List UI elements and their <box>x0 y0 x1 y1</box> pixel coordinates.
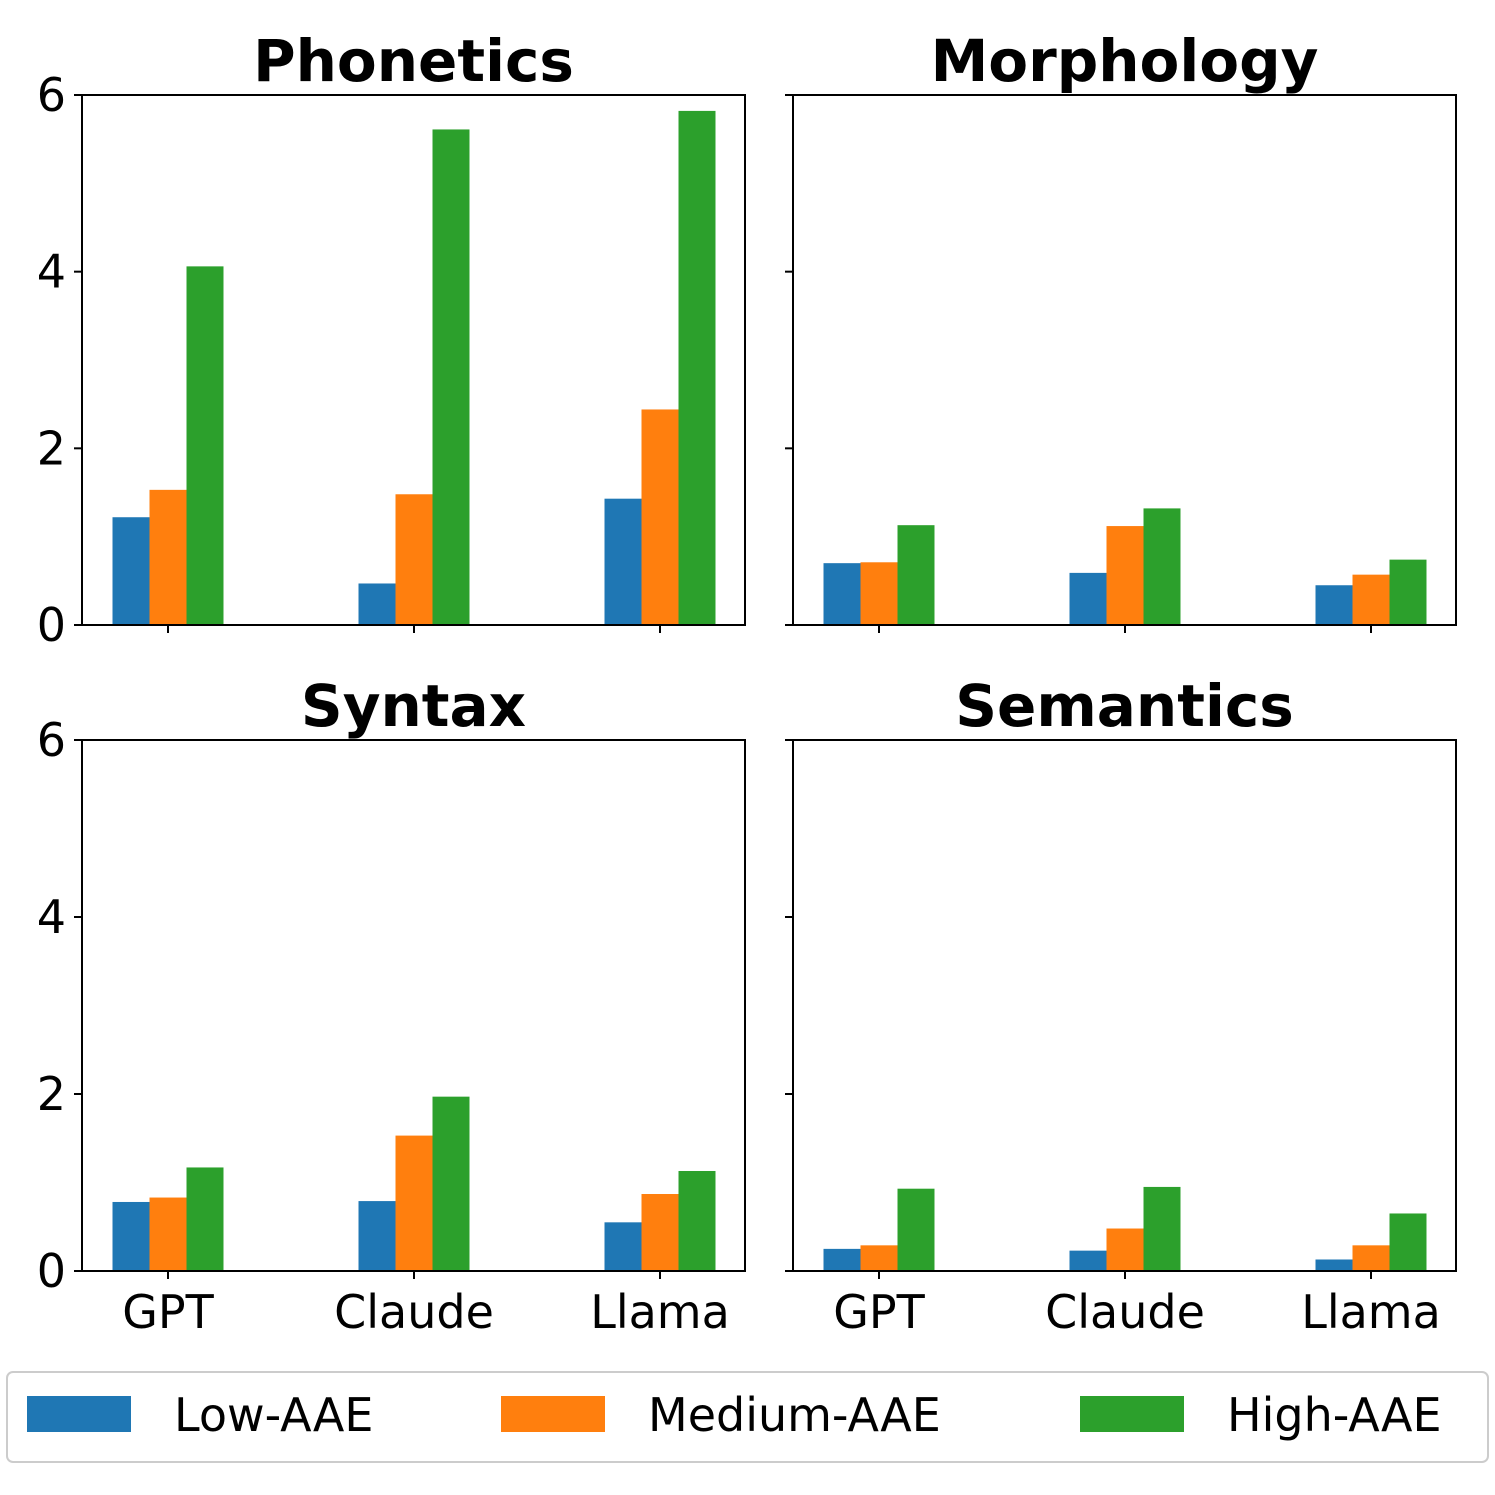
bar-phonetics-claude-high-aae <box>432 129 470 625</box>
bar-semantics-gpt-medium-aae <box>860 1245 898 1271</box>
x-tick-label-syntax-llama: Llama <box>590 1285 730 1339</box>
x-tick-label-syntax-claude: Claude <box>334 1285 494 1339</box>
bar-morphology-gpt-medium-aae <box>860 562 898 625</box>
bar-phonetics-llama-high-aae <box>678 110 716 625</box>
legend-label-high-aae: High-AAE <box>1227 1388 1442 1442</box>
y-tick-label-phonetics-6: 6 <box>37 68 66 122</box>
legend: Low-AAE Medium-AAE High-AAE <box>6 1371 1489 1463</box>
panel-phonetics: Phonetics 0 2 4 6 <box>37 27 746 652</box>
bar-semantics-claude-high-aae <box>1143 1186 1181 1271</box>
panel-title-phonetics: Phonetics <box>253 27 574 95</box>
bar-syntax-gpt-high-aae <box>186 1167 224 1271</box>
y-tick-label-syntax-0: 0 <box>37 1244 66 1298</box>
bar-morphology-claude-medium-aae <box>1106 526 1144 625</box>
bar-syntax-gpt-low-aae <box>112 1201 150 1271</box>
bar-semantics-llama-low-aae <box>1315 1259 1353 1271</box>
bar-phonetics-gpt-low-aae <box>112 517 150 625</box>
bar-syntax-claude-low-aae <box>358 1201 396 1271</box>
bar-semantics-gpt-low-aae <box>823 1248 861 1271</box>
x-tick-label-semantics-claude: Claude <box>1045 1285 1205 1339</box>
bar-syntax-llama-low-aae <box>604 1222 642 1271</box>
bar-morphology-llama-high-aae <box>1389 559 1427 625</box>
panel-morphology: Morphology <box>785 27 1457 633</box>
panel-title-syntax: Syntax <box>301 672 526 740</box>
bar-phonetics-claude-low-aae <box>358 583 396 625</box>
bar-syntax-llama-medium-aae <box>641 1194 679 1271</box>
y-tick-label-syntax-2: 2 <box>37 1067 66 1121</box>
bar-syntax-claude-high-aae <box>432 1096 470 1271</box>
bar-morphology-llama-low-aae <box>1315 585 1353 625</box>
legend-swatch-low-aae <box>27 1396 131 1432</box>
bar-phonetics-llama-medium-aae <box>641 409 679 625</box>
axes-frame-semantics <box>792 739 1457 1272</box>
bar-morphology-claude-high-aae <box>1143 508 1181 625</box>
bar-phonetics-claude-medium-aae <box>395 494 433 625</box>
bar-phonetics-gpt-medium-aae <box>149 489 187 625</box>
bar-syntax-llama-high-aae <box>678 1170 716 1271</box>
bar-semantics-llama-medium-aae <box>1352 1245 1390 1271</box>
y-tick-label-phonetics-4: 4 <box>37 245 66 299</box>
bar-morphology-gpt-low-aae <box>823 563 861 625</box>
panel-syntax: Syntax 0 2 4 6 GPT Claude Llama <box>37 672 746 1339</box>
bar-phonetics-llama-low-aae <box>604 498 642 625</box>
bar-semantics-llama-high-aae <box>1389 1213 1427 1271</box>
x-tick-label-semantics-llama: Llama <box>1301 1285 1441 1339</box>
legend-label-medium-aae: Medium-AAE <box>648 1388 941 1442</box>
y-tick-label-syntax-6: 6 <box>37 713 66 767</box>
bar-morphology-gpt-high-aae <box>897 525 935 625</box>
legend-label-low-aae: Low-AAE <box>174 1388 373 1442</box>
bar-semantics-claude-medium-aae <box>1106 1228 1144 1271</box>
legend-swatch-medium-aae <box>501 1396 605 1432</box>
bar-morphology-claude-low-aae <box>1069 572 1107 625</box>
panel-semantics: Semantics GPT Claude Llama <box>785 672 1457 1339</box>
x-tick-label-syntax-gpt: GPT <box>122 1285 214 1339</box>
y-tick-label-phonetics-2: 2 <box>37 421 66 475</box>
bar-semantics-claude-low-aae <box>1069 1250 1107 1271</box>
y-tick-label-syntax-4: 4 <box>37 890 66 944</box>
x-tick-label-semantics-gpt: GPT <box>833 1285 925 1339</box>
bar-morphology-llama-medium-aae <box>1352 574 1390 625</box>
bar-phonetics-gpt-high-aae <box>186 266 224 625</box>
bar-semantics-gpt-high-aae <box>897 1188 935 1271</box>
bar-syntax-claude-medium-aae <box>395 1135 433 1271</box>
bar-syntax-gpt-medium-aae <box>149 1197 187 1271</box>
legend-swatch-high-aae <box>1080 1396 1184 1432</box>
legend-box <box>6 1371 1489 1463</box>
panel-title-morphology: Morphology <box>931 27 1319 95</box>
panel-title-semantics: Semantics <box>955 672 1293 740</box>
y-tick-label-phonetics-0: 0 <box>37 598 66 652</box>
